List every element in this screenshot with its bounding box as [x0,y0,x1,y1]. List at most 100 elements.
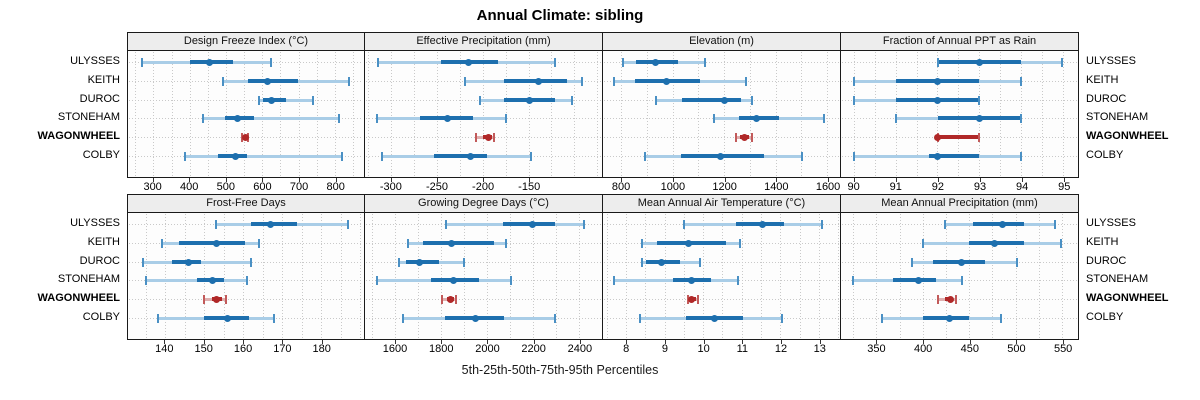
gridline [282,214,284,338]
gridline [799,214,801,338]
cap-5th [441,294,444,304]
gridline [459,52,461,176]
panel-effective-precipitation: Effective Precipitation (mm) -300 -250 -200… [364,32,603,194]
cap-5th [613,76,616,86]
gridline [664,214,666,338]
gridline [555,214,557,338]
gridline [838,214,840,338]
cap-95th [347,76,350,86]
gridline [204,214,206,338]
panel-title: Design Freeze Index (°C) [127,32,365,51]
panel-row-2: ULYSSES KEITH DUROC STONEHAM WAGONWHEEL COLBY… [0,194,1200,356]
cap-5th [853,95,856,105]
axis-tick [626,340,628,344]
cap-95th [978,95,981,105]
median-dot [711,314,719,322]
site-label-wagonwheel: WAGONWHEEL [1086,130,1169,142]
cap-95th [822,113,825,123]
cap-5th [895,113,898,123]
gridline [532,214,534,338]
gridline [626,214,628,338]
axis-tick [164,340,166,344]
gridline [780,214,782,338]
gridline [463,214,465,338]
median-dot [720,96,728,104]
site-label-colby: COLBY [1086,311,1124,323]
cap-5th [203,294,206,304]
gridline [979,52,981,176]
axis-tick-label: 9 [661,343,668,355]
axis-tick [1016,340,1018,344]
axis-tick-label: 93 [973,181,987,193]
axis-tick [529,178,531,182]
axis-tick [876,340,878,344]
panel-plot-area [602,213,841,340]
gridline [698,52,700,176]
axis-tick [776,178,778,182]
axis-tick [390,178,392,182]
gridline [722,214,724,338]
row-guide-line [366,262,601,263]
cap-5th [381,151,384,161]
gridline [371,214,373,338]
axis-tick-label: 1800 [429,343,454,355]
median-dot [657,258,665,266]
cap-95th [505,113,508,123]
axis-tick-label: -300 [379,181,402,193]
median-dot [525,96,533,104]
cap-95th [463,257,466,267]
panel-elevation: Elevation (m) 800 1000 1200 1400 1600 [602,32,841,194]
axis-tick-label: 140 [155,343,174,355]
axis-tick [853,178,855,182]
range-band-5th-95th [258,98,314,102]
axis-tick-label: 2400 [567,343,593,355]
row-guide-line [842,299,1077,300]
gridline [946,214,948,338]
median-dot [946,314,954,322]
site-label-stoneham: STONEHAM [1086,111,1149,123]
median-dot [472,314,479,322]
gridline [165,214,167,338]
axis-tick-label: 94 [1016,181,1029,193]
gridline [775,52,777,176]
row2-right-labels: ULYSSES KEITH DUROC STONEHAM WAGONWHEEL COLBY [1079,194,1200,356]
cap-5th [221,76,224,86]
cap-95th [341,151,344,161]
gridline [486,214,488,338]
gridline [1063,52,1065,176]
cap-5th [734,132,737,142]
gridline [417,214,419,338]
axis-tick-label: 1400 [764,181,789,193]
site-label-duroc: DUROC [1086,93,1127,105]
site-label-stoneham: STONEHAM [57,111,120,123]
row-guide-line [129,299,363,300]
cap-5th [853,151,856,161]
panel-axis: 1600 1800 2000 2200 2400 [365,340,603,356]
axis-tick [621,178,623,182]
panel-axis: 90 91 92 93 94 95 [841,178,1079,194]
row-guide-line [604,62,839,63]
axis-tick [299,178,301,182]
cap-95th [270,57,273,67]
axis-tick-label: 500 [1007,343,1026,355]
gridline [1062,214,1064,338]
axis-tick-label: 92 [931,181,944,193]
iqr-bar-25th-75th [247,79,299,83]
cap-5th [944,219,947,229]
gridline [1000,52,1002,176]
iqr-bar-25th-75th [929,154,980,158]
cap-5th [375,113,378,123]
axis-tick-label: -150 [518,181,541,193]
axis-tick-label: 11 [736,343,749,355]
site-label-ulysses: ULYSSES [70,217,120,229]
median-dot [233,114,241,122]
axis-tick-label: 180 [312,343,331,355]
median-dot [450,276,458,284]
cap-5th [622,57,625,67]
cap-5th [215,219,218,229]
axis-tick [321,340,323,344]
gridline [367,52,369,176]
axis-tick-label: 800 [611,181,631,193]
axis-tick-label: 90 [847,181,860,193]
gridline [958,52,960,176]
